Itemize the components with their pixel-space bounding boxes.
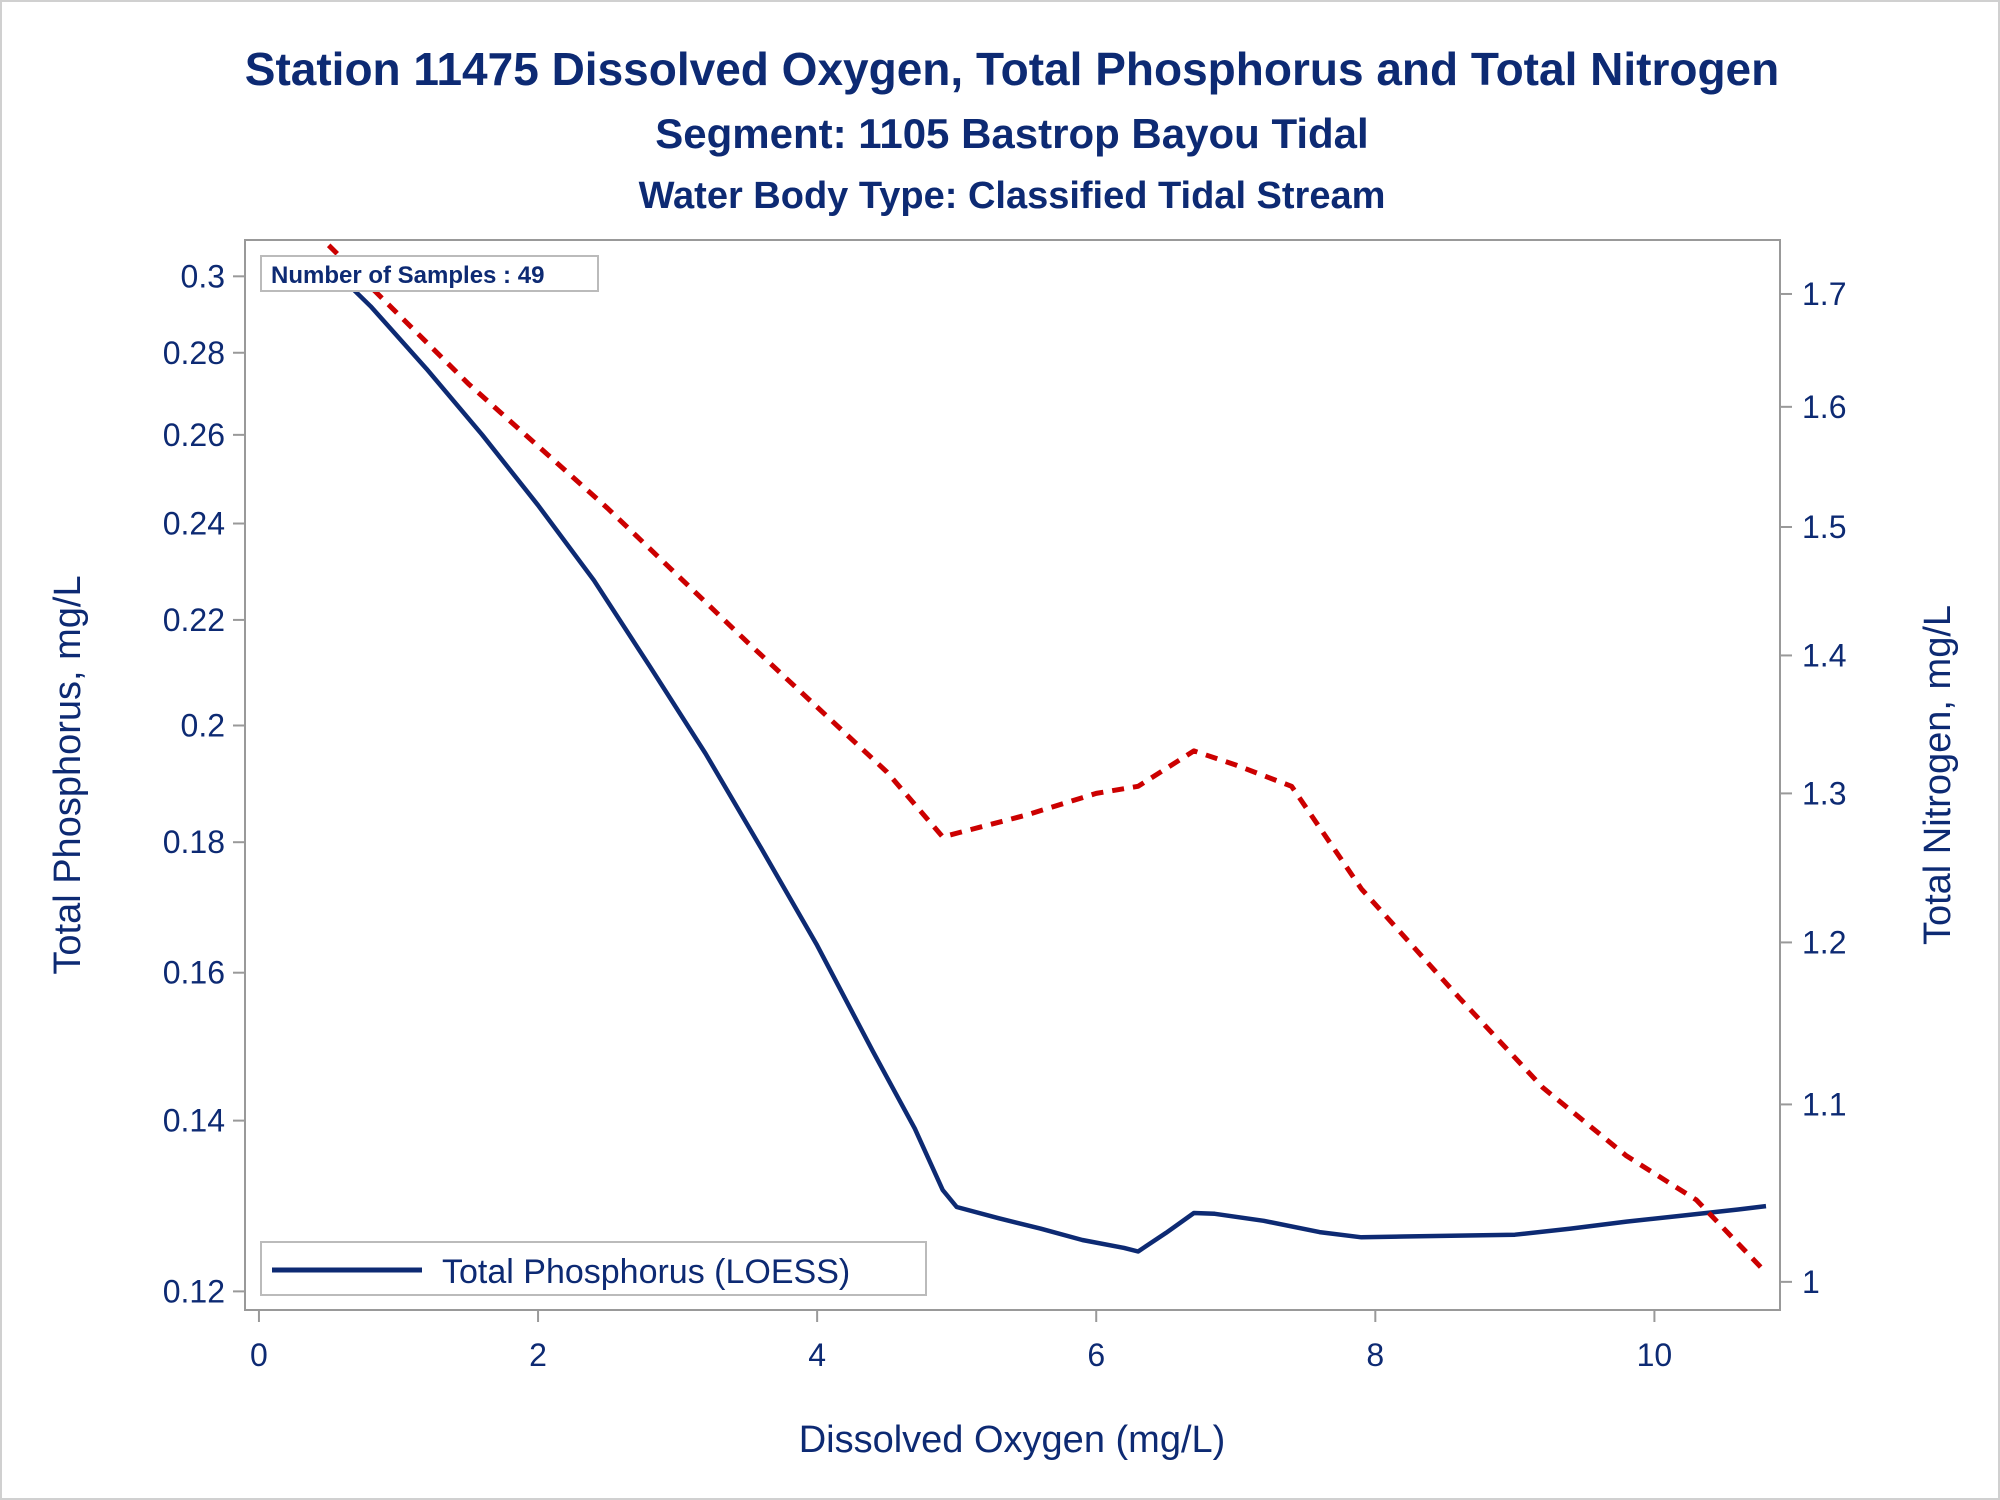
x-tick-label-4: 8 bbox=[1366, 1337, 1384, 1373]
x-axis: 0 2 4 6 8 10 bbox=[250, 1310, 1672, 1373]
nitrogen-series-line bbox=[326, 243, 1768, 1275]
y-tick-label-3: 0.18 bbox=[163, 824, 225, 860]
y2-axis-label: Total Nitrogen, mg/L bbox=[1917, 605, 1959, 945]
y-tick-label-5: 0.22 bbox=[163, 602, 225, 638]
y-axis-label: Total Phosphorus, mg/L bbox=[47, 575, 89, 974]
plot-area bbox=[244, 239, 1781, 1311]
x-tick-label-1: 2 bbox=[529, 1337, 547, 1373]
sample-count-label: Number of Samples : 49 bbox=[271, 262, 544, 289]
x-tick-label-0: 0 bbox=[250, 1337, 268, 1373]
y-tick-label-8: 0.28 bbox=[163, 335, 225, 371]
legend-label-phosphorus: Total Phosphorus (LOESS) bbox=[442, 1253, 850, 1291]
y-tick-label-4: 0.2 bbox=[181, 707, 225, 743]
y2-tick-label-3: 1.3 bbox=[1802, 775, 1846, 811]
y2-tick-label-5: 1.5 bbox=[1802, 509, 1846, 545]
sample-count-box bbox=[260, 255, 599, 292]
series-layer bbox=[326, 243, 1768, 1275]
chart-subtitle-2: Water Body Type: Classified Tidal Stream bbox=[639, 175, 1386, 217]
x-axis-label: Dissolved Oxygen (mg/L) bbox=[799, 1419, 1226, 1461]
y-tick-label-1: 0.14 bbox=[163, 1103, 225, 1139]
y-tick-label-7: 0.26 bbox=[163, 417, 225, 453]
y-tick-label-2: 0.16 bbox=[163, 955, 225, 991]
y2-tick-label-6: 1.6 bbox=[1802, 389, 1846, 425]
y2-axis: 1 1.1 1.2 1.3 1.4 1.5 1.6 1.7 bbox=[1780, 276, 1846, 1300]
y2-tick-label-7: 1.7 bbox=[1802, 276, 1846, 312]
y-tick-label-9: 0.3 bbox=[181, 258, 225, 294]
y2-tick-label-4: 1.4 bbox=[1802, 637, 1846, 673]
y2-tick-label-1: 1.1 bbox=[1802, 1086, 1846, 1122]
chart-subtitle: Segment: 1105 Bastrop Bayou Tidal bbox=[655, 110, 1368, 157]
phosphorus-series-line bbox=[327, 263, 1767, 1254]
x-tick-label-2: 4 bbox=[808, 1337, 826, 1373]
chart-title: Station 11475 Dissolved Oxygen, Total Ph… bbox=[245, 43, 1779, 95]
y2-tick-label-0: 1 bbox=[1802, 1264, 1820, 1300]
y2-tick-label-2: 1.2 bbox=[1802, 924, 1846, 960]
y-axis: 0.12 0.14 0.16 0.18 0.2 0.22 0.24 0.26 0.28 0.3 bbox=[163, 258, 245, 1309]
y-tick-label-6: 0.24 bbox=[163, 506, 225, 542]
x-tick-label-3: 6 bbox=[1087, 1337, 1105, 1373]
y-tick-label-0: 0.12 bbox=[163, 1273, 225, 1309]
x-tick-label-5: 10 bbox=[1637, 1337, 1673, 1373]
